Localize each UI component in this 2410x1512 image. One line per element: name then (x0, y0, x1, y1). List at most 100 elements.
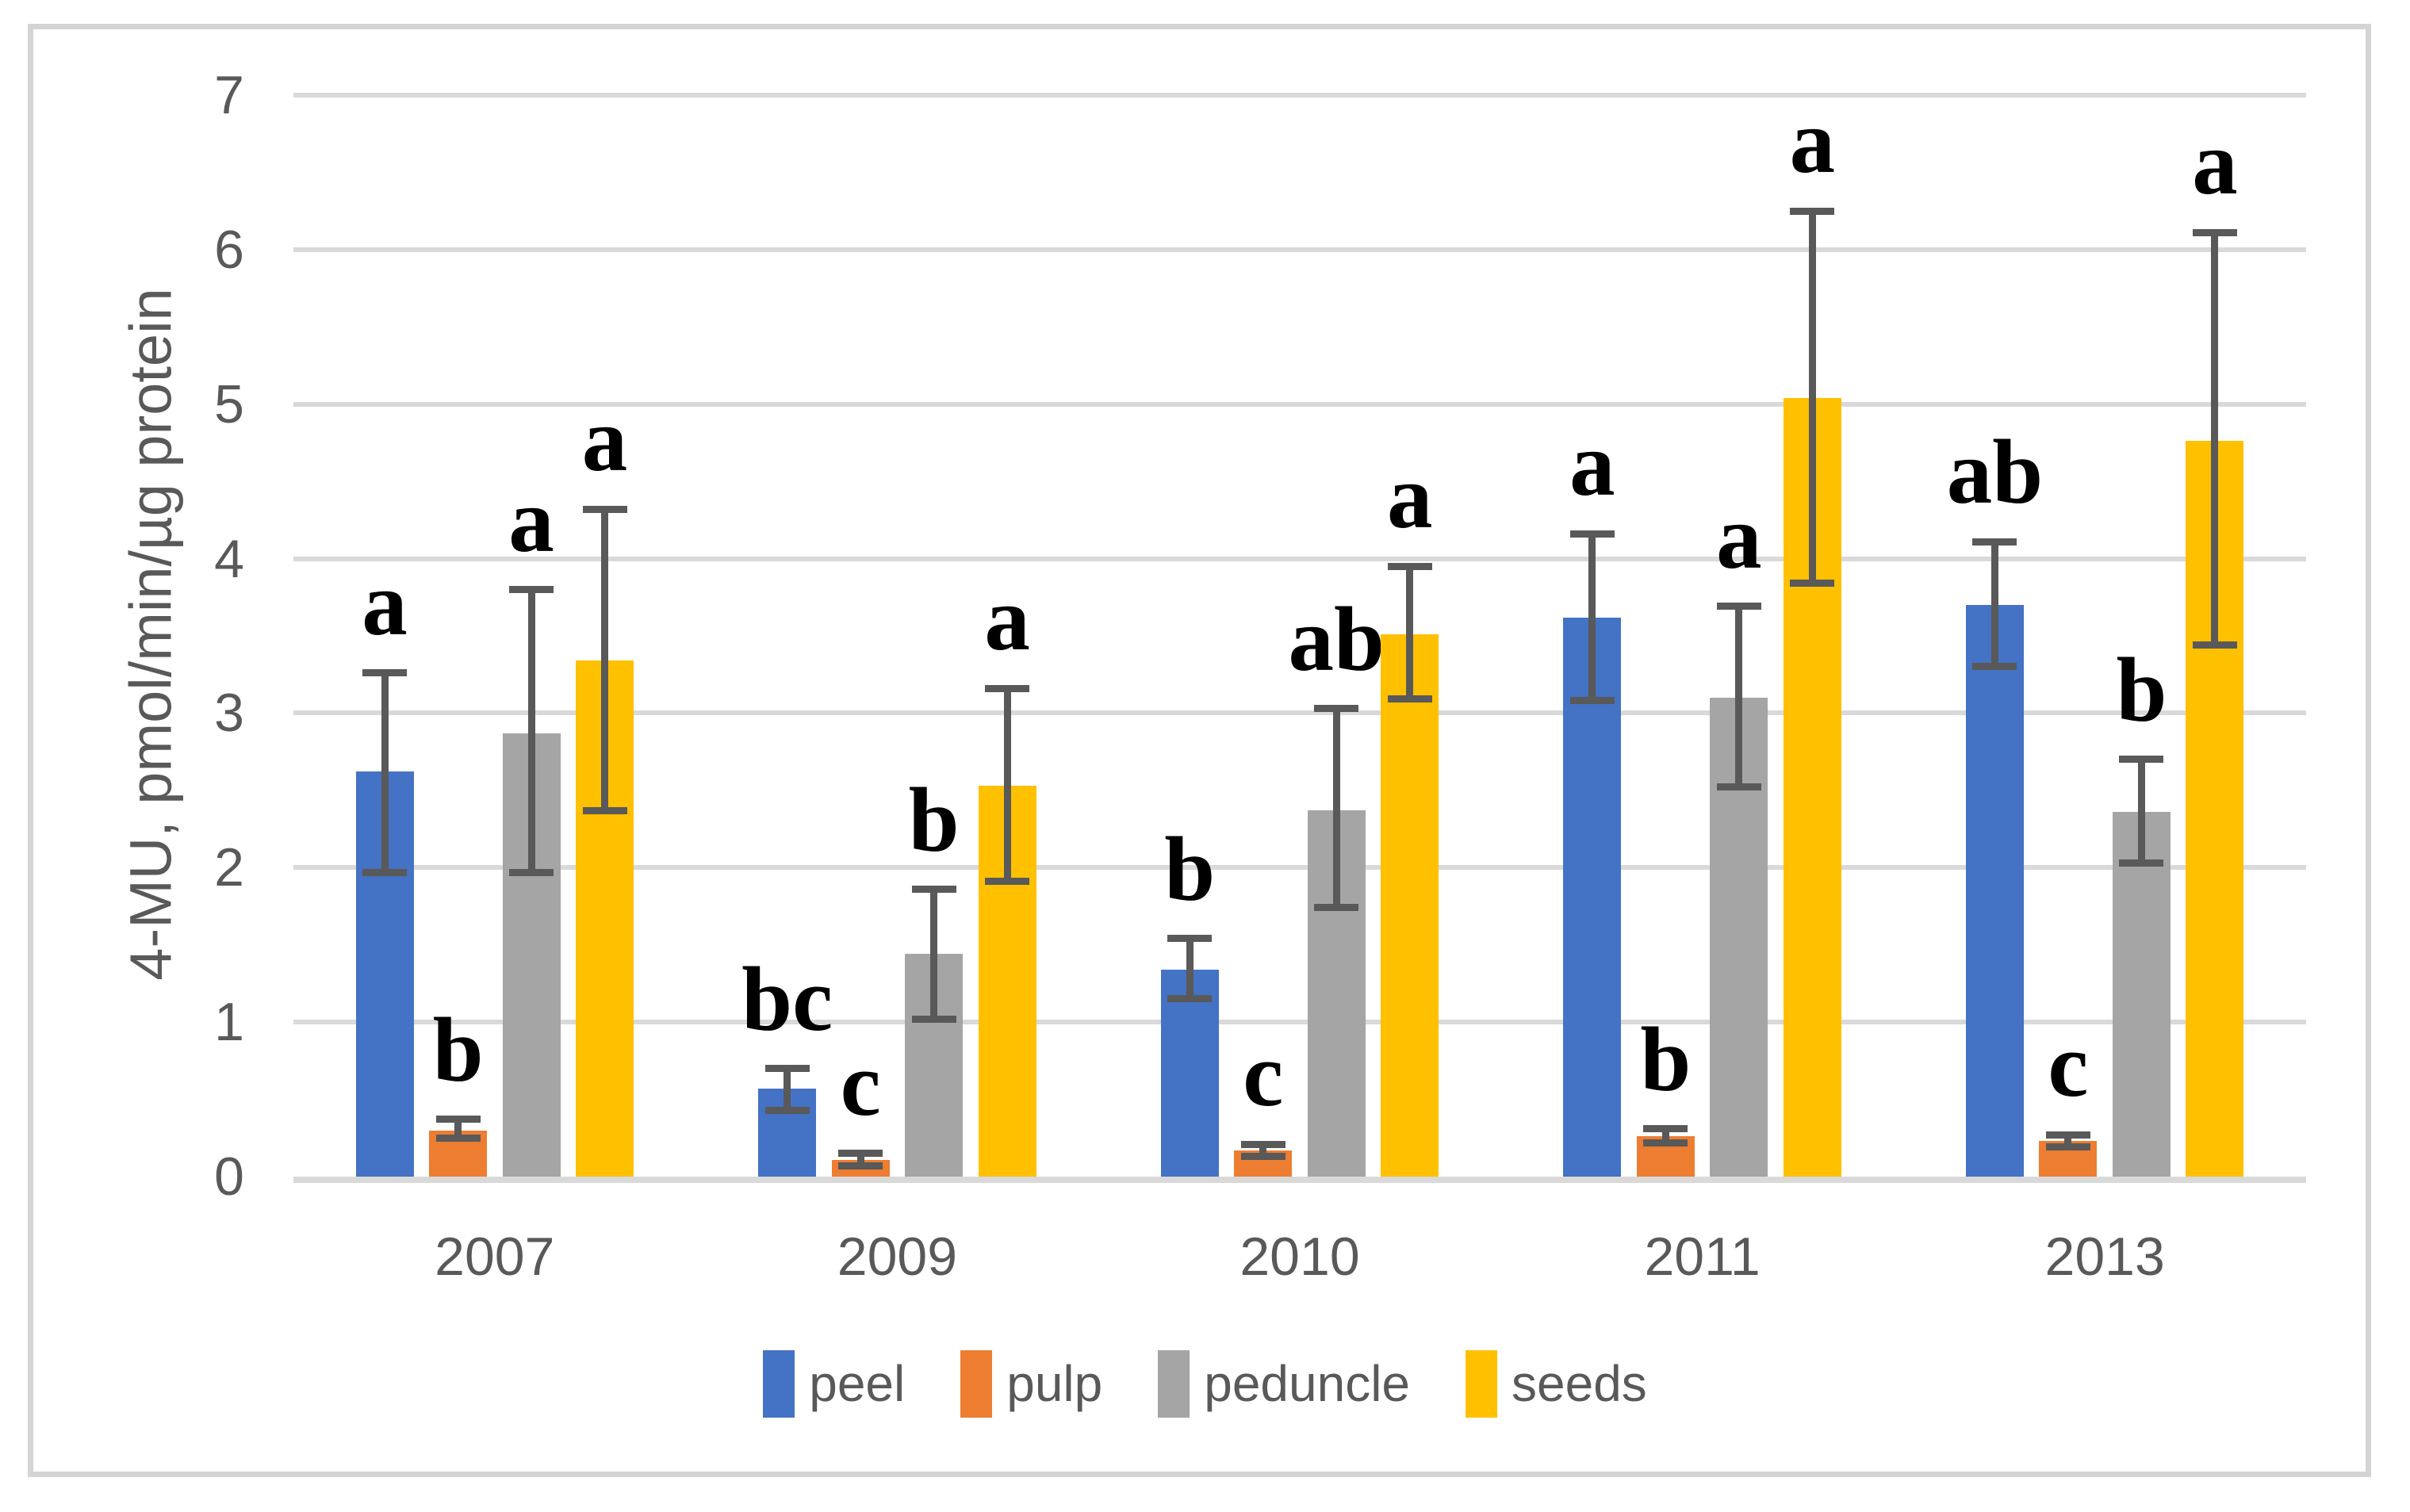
significance-letter-pulp-2013: c (2048, 1015, 2089, 1116)
error-cap-bottom (1314, 904, 1359, 912)
legend-label-seeds: seeds (1512, 1354, 1647, 1412)
significance-letter-seeds-2010: a (1387, 446, 1433, 548)
error-cap-bottom (1569, 697, 1615, 705)
error-bar-peel-2011 (1588, 534, 1596, 701)
error-cap-top (509, 586, 554, 594)
error-cap-bottom (362, 868, 408, 876)
error-cap-top (2045, 1131, 2090, 1139)
error-cap-bottom (764, 1106, 810, 1114)
error-cap-top (1314, 705, 1359, 713)
significance-letter-peduncle-2009: b (908, 769, 960, 871)
error-cap-top (1569, 530, 1615, 538)
significance-letter-pulp-2010: c (1243, 1024, 1284, 1126)
error-cap-top (1643, 1125, 1688, 1133)
significance-letter-peduncle-2010: ab (1288, 588, 1385, 690)
error-cap-top (1167, 935, 1213, 943)
error-bar-seeds-2010 (1406, 566, 1414, 699)
bar-peel-2011 (1563, 617, 1622, 1177)
x-category-label: 2009 (837, 1227, 958, 1287)
error-bar-peduncle-2011 (1735, 606, 1743, 787)
y-tick-label: 1 (214, 992, 244, 1053)
significance-letter-peduncle-2007: a (508, 469, 554, 571)
error-bar-peduncle-2013 (2137, 759, 2145, 863)
error-cap-bottom (911, 1015, 956, 1023)
y-tick-label: 0 (214, 1146, 244, 1207)
error-bar-pulp-2009 (856, 1153, 864, 1166)
bar-seeds-2010 (1381, 634, 1439, 1177)
error-bar-peduncle-2009 (930, 889, 938, 1020)
error-cap-bottom (582, 806, 627, 814)
error-cap-bottom (1240, 1153, 1285, 1161)
error-bar-seeds-2013 (2211, 232, 2219, 645)
y-tick-label: 2 (214, 837, 244, 898)
error-cap-bottom (838, 1162, 883, 1169)
x-category-label: 2007 (435, 1227, 555, 1287)
gridline-y7 (293, 93, 2306, 98)
significance-letter-seeds-2007: a (581, 389, 628, 491)
y-tick-label: 3 (214, 683, 244, 744)
error-cap-top (1790, 207, 1835, 215)
error-cap-bottom (1643, 1139, 1688, 1146)
error-cap-top (838, 1150, 883, 1158)
gridline-y1 (293, 1020, 2306, 1025)
y-tick-label: 4 (214, 528, 244, 589)
error-cap-top (435, 1116, 481, 1123)
error-cap-top (985, 684, 1030, 692)
significance-letter-peel-2013: ab (1946, 422, 2044, 523)
y-tick-label: 7 (214, 65, 244, 125)
error-bar-seeds-2007 (601, 509, 609, 811)
error-bar-peel-2007 (381, 672, 389, 873)
error-bar-peduncle-2010 (1332, 708, 1340, 908)
legend-swatch-seeds (1466, 1349, 1497, 1418)
error-cap-bottom (1387, 695, 1432, 703)
gridline-y4 (293, 556, 2306, 561)
error-bar-pulp-2013 (2064, 1135, 2072, 1147)
error-cap-top (2192, 228, 2237, 236)
gridline-y3 (293, 710, 2306, 716)
significance-letter-peduncle-2013: b (2116, 639, 2167, 741)
x-axis-line (293, 1177, 2306, 1183)
significance-letter-peel-2007: a (362, 553, 408, 654)
significance-letter-seeds-2009: a (984, 568, 1030, 670)
significance-letter-peduncle-2011: a (1716, 486, 1762, 588)
legend-item-peduncle: peduncle (1158, 1349, 1410, 1418)
error-cap-bottom (509, 868, 554, 876)
error-cap-top (1972, 538, 2017, 545)
error-cap-top (1240, 1140, 1285, 1148)
error-bar-pulp-2010 (1259, 1144, 1267, 1157)
gridline-y2 (293, 865, 2306, 871)
error-cap-bottom (1972, 663, 2017, 671)
significance-letter-pulp-2011: b (1640, 1009, 1692, 1110)
significance-letter-peel-2010: b (1164, 818, 1216, 920)
y-tick-label: 6 (214, 219, 244, 280)
y-tick-label: 5 (214, 373, 244, 434)
legend-swatch-peel (763, 1349, 795, 1418)
error-cap-top (2119, 756, 2164, 764)
error-cap-bottom (1167, 995, 1213, 1003)
error-cap-bottom (435, 1134, 481, 1142)
significance-letter-peel-2011: a (1569, 414, 1615, 515)
x-category-label: 2010 (1239, 1227, 1360, 1287)
error-bar-pulp-2011 (1661, 1128, 1669, 1143)
legend-swatch-peduncle (1158, 1349, 1190, 1418)
error-cap-bottom (2192, 641, 2237, 649)
significance-letter-seeds-2011: a (1789, 91, 1836, 193)
error-bar-peduncle-2007 (527, 589, 535, 873)
error-cap-bottom (1790, 580, 1835, 588)
legend-label-peel: peel (809, 1354, 906, 1412)
legend-swatch-pulp (960, 1349, 993, 1418)
gridline-y5 (293, 401, 2306, 407)
error-cap-bottom (1716, 783, 1761, 791)
error-bar-peel-2013 (1990, 542, 1998, 667)
error-bar-peel-2010 (1186, 938, 1194, 999)
significance-letter-peel-2009: bc (741, 948, 833, 1050)
error-cap-bottom (985, 878, 1030, 886)
legend-label-pulp: pulp (1006, 1354, 1103, 1412)
x-category-label: 2011 (1644, 1227, 1761, 1287)
significance-letter-pulp-2009: c (840, 1033, 881, 1135)
error-bar-seeds-2011 (1808, 211, 1816, 584)
bar-peel-2013 (1965, 605, 2024, 1177)
error-bar-pulp-2007 (454, 1119, 462, 1139)
legend-label-peduncle: peduncle (1204, 1354, 1410, 1412)
